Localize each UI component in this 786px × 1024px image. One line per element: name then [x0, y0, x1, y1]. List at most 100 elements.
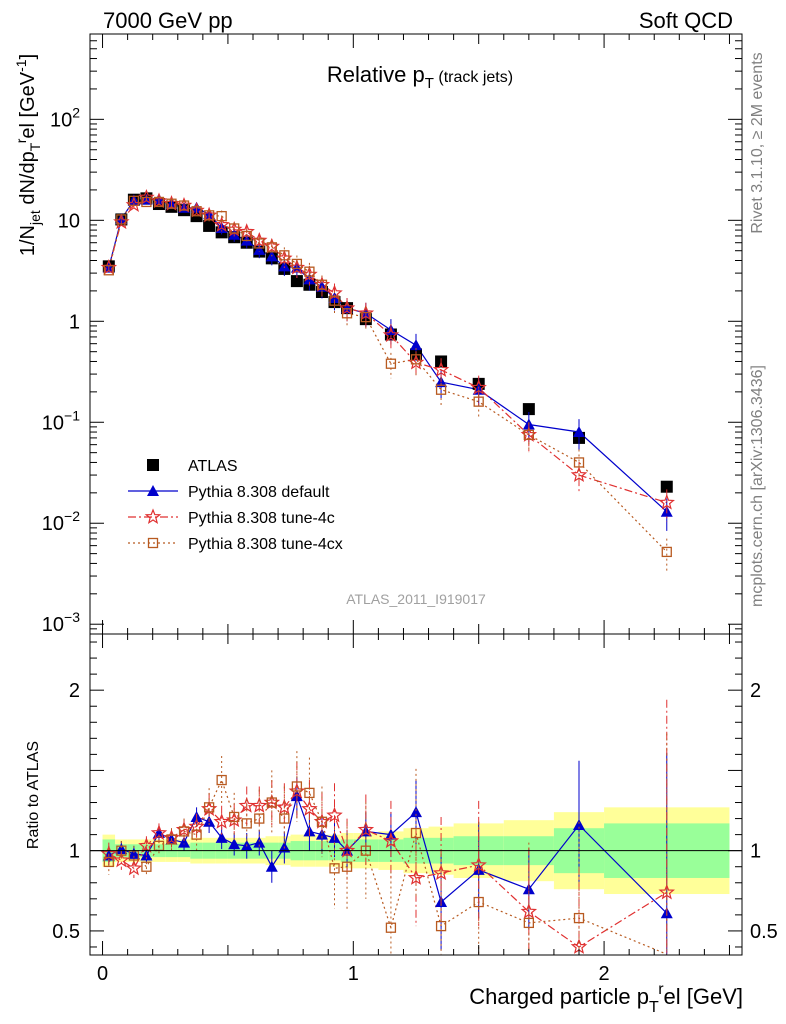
x-tick-label: 1 [348, 963, 359, 985]
legend-label-default: Pythia 8.308 default [188, 484, 330, 501]
marker-default [278, 260, 291, 272]
line-tune4c [108, 196, 667, 504]
marker-tune4cx [279, 250, 290, 261]
axes: 0 1 2 10−3 10−2 10−1 1 10 102 0.5 0.5 1 1 2 2 [42, 33, 778, 985]
ratio-marker-tune4c [520, 903, 538, 919]
marker-tune4cx [191, 206, 202, 217]
marker-tune4cx [435, 384, 447, 395]
marker-tune4cx [304, 266, 315, 277]
marker-tune4cx [254, 238, 265, 249]
y-tick-label: 10−2 [42, 508, 80, 535]
y-tick-label: 1 [69, 311, 80, 333]
marker-atlas [290, 275, 303, 288]
legend-marker-default [147, 485, 159, 496]
marker-tune4cx [573, 457, 585, 468]
ratio-marker-tune4c [113, 851, 130, 868]
ratio-marker-tune4cx [304, 787, 315, 799]
ratio-marker-default [115, 843, 128, 855]
marker-tune4cx [229, 223, 240, 234]
marker-tune4cx [128, 195, 140, 206]
marker-tune4cx [153, 196, 165, 208]
marker-tune4c [570, 466, 588, 483]
ratio-marker-default [228, 838, 241, 850]
marker-tune4cx [341, 308, 353, 319]
ratio-marker-tune4c [407, 869, 425, 885]
ratio-marker-tune4cx [229, 811, 240, 823]
mcplots-label: mcplots.cern.ch [arXiv:1306.3436] [749, 365, 766, 607]
marker-tune4cx [241, 230, 252, 242]
analysis-watermark: ATLAS_2011_I919017 [346, 591, 486, 607]
ratio-marker-tune4cx [216, 774, 227, 786]
ratio-marker-tune4cx [141, 861, 152, 872]
ratio-marker-default [178, 836, 191, 848]
ratio-ylabel: Ratio to ATLAS [25, 741, 42, 849]
marker-tune4c [432, 361, 450, 377]
ratio-marker-tune4cx [329, 863, 340, 874]
marker-tune4cx [360, 311, 371, 323]
ratio-marker-tune4c [251, 797, 268, 813]
marker-tune4cx [410, 354, 422, 365]
marker-tune4c [357, 304, 375, 321]
rivet-label: Rivet 3.1.10, ≥ 2M events [749, 52, 766, 233]
legend-marker-tune4cx [147, 537, 159, 549]
y-tick-label: 102 [50, 104, 80, 131]
ratio-marker-tune4c [382, 832, 400, 849]
ratio-marker-tune4cx [573, 912, 585, 924]
line-tune4cx [108, 200, 668, 553]
ratio-marker-tune4c [138, 837, 155, 853]
x-tick-label: 2 [599, 963, 610, 985]
marker-atlas [203, 219, 216, 232]
ratio-y-tick-label-right: 2 [750, 680, 761, 702]
y-tick-label: 10 [58, 210, 80, 232]
marker-atlas [522, 403, 535, 416]
marker-tune4cx [523, 429, 534, 441]
ratio-marker-tune4cx [266, 797, 277, 808]
marker-default [573, 426, 585, 438]
marker-tune4cx [661, 546, 672, 558]
legend-label-tune4cx: Pythia 8.308 tune-4cx [188, 536, 343, 553]
main-ylabel: 1/Njet dN/dpTrel [GeV-1] [13, 54, 43, 256]
marker-tune4cx [203, 210, 215, 221]
ratio-marker-tune4cx [191, 829, 202, 840]
ratio-marker-default [573, 818, 585, 830]
x-tick-label: 0 [97, 963, 108, 985]
ratio-y-tick-label: 0.5 [52, 921, 80, 943]
ratio-marker-tune4cx [203, 802, 215, 813]
marker-tune4cx [216, 210, 227, 222]
marker-tune4c [658, 493, 675, 510]
x-axis-label: Charged particle pTrel [GeV] [469, 981, 743, 1016]
marker-tune4cx [266, 242, 277, 253]
marker-tune4cx [166, 198, 177, 209]
ratio-y-tick-label-right: 0.5 [750, 921, 778, 943]
ratio-marker-tune4cx [291, 781, 303, 792]
ratio-marker-default [265, 860, 278, 872]
ratio-marker-default [410, 806, 422, 818]
y-tick-label: 10−3 [42, 609, 80, 636]
marker-tune4cx [141, 196, 152, 208]
ratio-line-tune4c [108, 790, 668, 948]
header-left: 7000 GeV pp [103, 8, 233, 33]
marker-tune4cx [329, 295, 340, 306]
ratio-marker-tune4cx [103, 856, 114, 868]
ratio-marker-tune4c [213, 813, 230, 829]
ratio-marker-tune4cx [385, 922, 397, 933]
legend-marker-atlas [147, 459, 159, 471]
marker-tune4cx [316, 279, 328, 290]
ratio-marker-tune4cx [241, 818, 252, 829]
ratio-marker-tune4c [125, 859, 143, 876]
ratio-y-tick-label: 2 [69, 680, 80, 702]
ratio-marker-tune4cx [435, 920, 447, 932]
marker-tune4cx [291, 258, 303, 270]
ratio-marker-tune4cx [473, 896, 484, 908]
ratio-marker-default [215, 831, 228, 843]
ratio-marker-default [315, 828, 328, 840]
marker-tune4cx [103, 265, 114, 276]
ratio-marker-tune4cx [316, 816, 328, 827]
ratio-marker-default [253, 836, 266, 848]
marker-tune4c [338, 299, 356, 316]
legend-marker-tune4c [144, 508, 162, 525]
legend-label-tune4c: Pythia 8.308 tune-4c [188, 510, 335, 527]
ratio-marker-tune4cx [254, 813, 265, 824]
ratio-y-tick-label-right: 1 [750, 841, 761, 863]
ratio-y-tick-label: 1 [69, 841, 80, 863]
